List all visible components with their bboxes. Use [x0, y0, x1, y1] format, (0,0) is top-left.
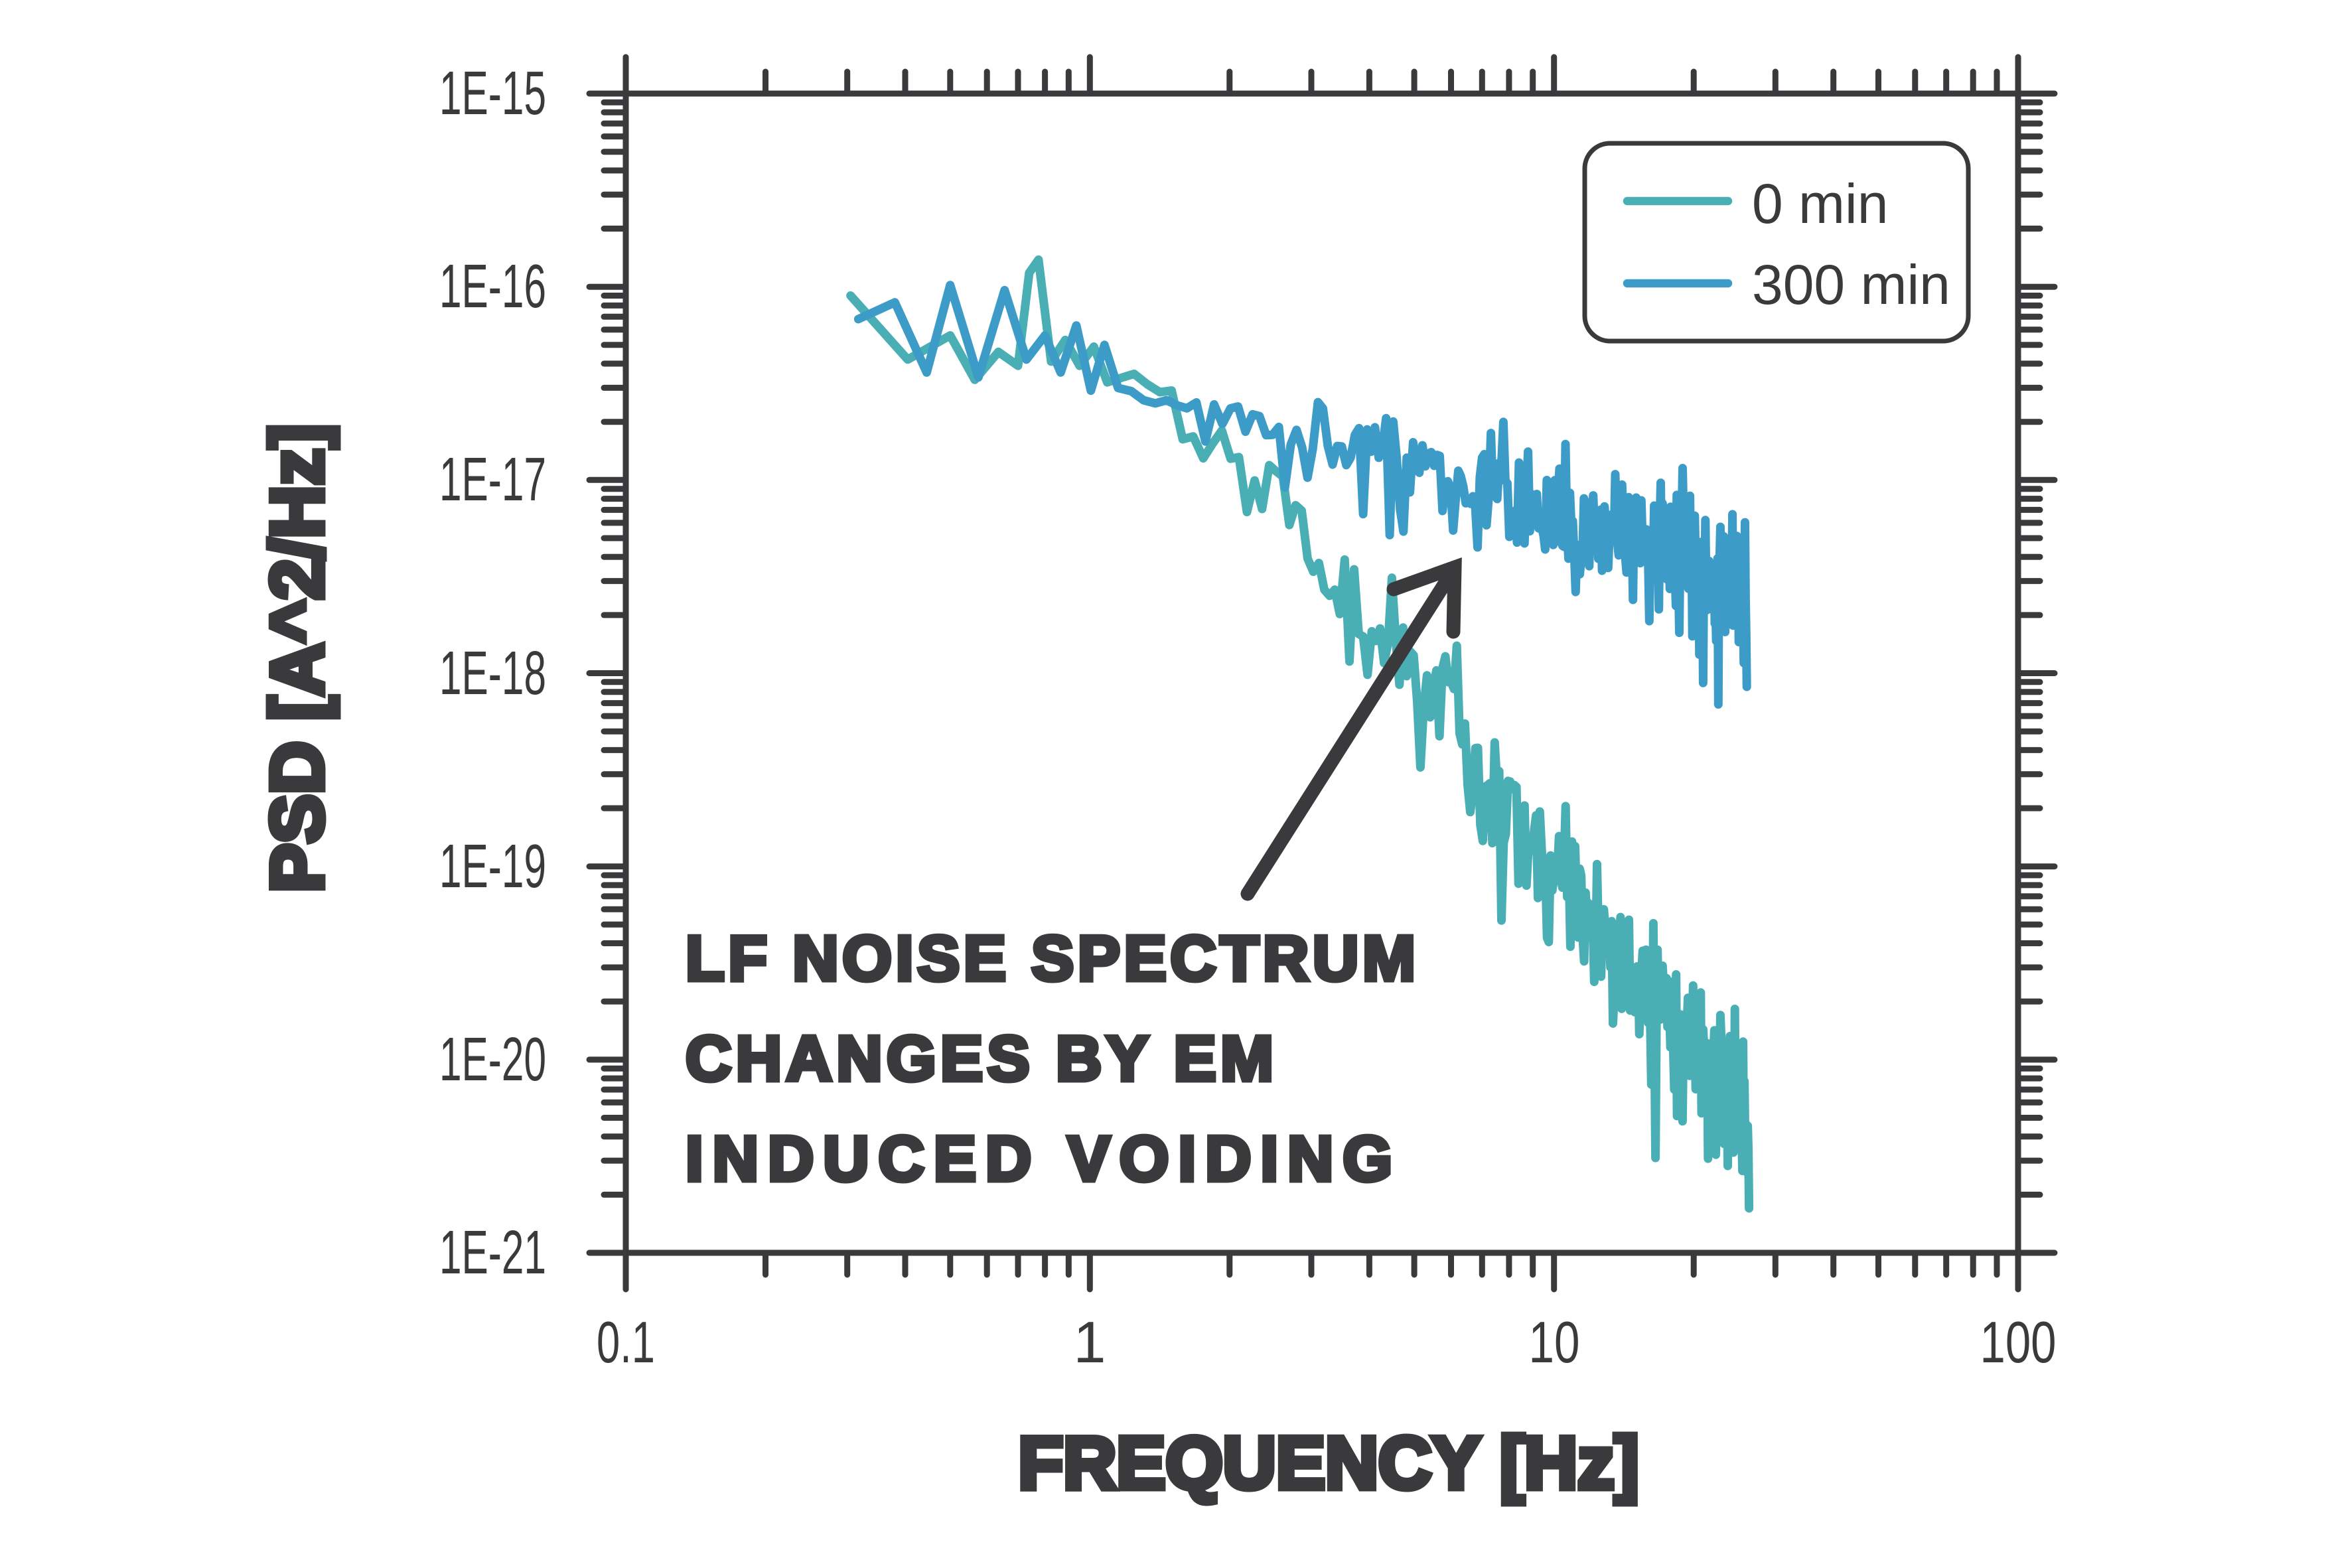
svg-text:1E-15: 1E-15 [439, 58, 546, 127]
svg-text:1E-17: 1E-17 [439, 445, 546, 514]
svg-text:CHANGES BY EM: CHANGES BY EM [686, 1023, 1273, 1094]
svg-text:0 min: 0 min [1752, 173, 1888, 235]
svg-text:300 min: 300 min [1752, 253, 1950, 316]
svg-text:100: 100 [1980, 1309, 2057, 1375]
svg-text:PSD [A^2/Hz]: PSD [A^2/Hz] [256, 424, 338, 892]
svg-text:1E-18: 1E-18 [439, 638, 546, 707]
svg-text:1E-21: 1E-21 [439, 1218, 546, 1287]
svg-text:FREQUENCY [Hz]: FREQUENCY [Hz] [1018, 1422, 1638, 1504]
svg-text:0.1: 0.1 [597, 1309, 655, 1375]
svg-text:10: 10 [1529, 1309, 1580, 1375]
svg-text:1E-20: 1E-20 [439, 1025, 546, 1094]
svg-text:1E-16: 1E-16 [439, 251, 546, 321]
svg-text:LF NOISE SPECTRUM: LF NOISE SPECTRUM [686, 923, 1416, 994]
svg-text:1: 1 [1074, 1309, 1106, 1375]
svg-text:1E-19: 1E-19 [439, 831, 546, 900]
